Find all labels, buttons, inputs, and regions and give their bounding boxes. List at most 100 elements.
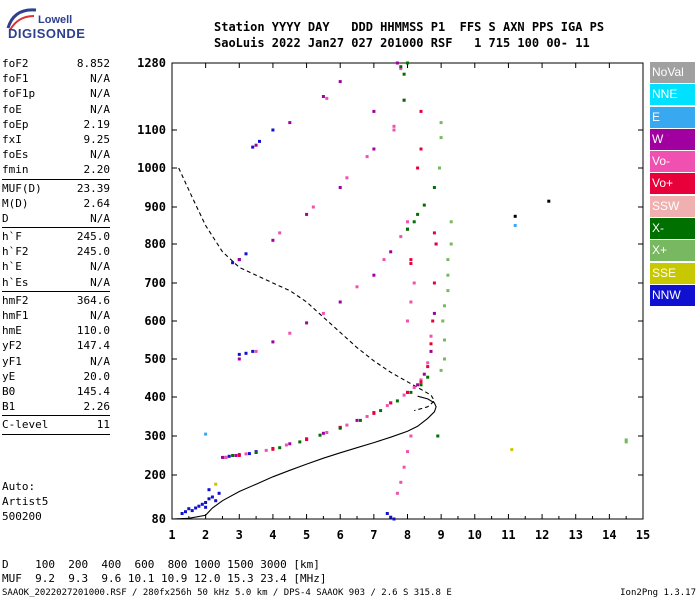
data-point (510, 448, 514, 452)
profile-curve (171, 395, 437, 520)
param-value: N/A (90, 87, 110, 101)
data-point (412, 220, 416, 224)
data-point (402, 393, 406, 397)
data-point (382, 258, 386, 262)
version-label: Ion2Png 1.3.17 (620, 588, 696, 598)
data-point (338, 426, 342, 430)
data-point (446, 289, 450, 293)
data-point (271, 447, 275, 451)
data-point (237, 352, 241, 356)
data-point (204, 501, 208, 504)
data-point (254, 143, 258, 147)
data-point (402, 72, 406, 76)
data-point (311, 205, 315, 209)
param-value: N/A (90, 72, 110, 86)
y-tick-label: 200 (144, 468, 166, 482)
data-point (432, 186, 436, 189)
data-point (288, 121, 292, 125)
data-point (399, 67, 403, 71)
header-values: SaoLuis 2022 Jan27 027 201000 RSF 1 715 … (214, 36, 590, 50)
param-value: 364.6 (76, 293, 110, 307)
x-tick-label: 9 (438, 528, 445, 542)
data-point (325, 96, 329, 100)
data-point (426, 365, 430, 369)
param-value: 2.20 (83, 163, 111, 177)
data-point (355, 285, 359, 289)
param-key: C-level (2, 418, 49, 432)
param-row: foEp 2.19 (2, 117, 110, 132)
data-point (221, 455, 224, 459)
logo-digisonde: DIGISONDE (8, 26, 86, 41)
data-point (406, 319, 409, 323)
data-point (372, 109, 376, 113)
header-fields: Station YYYY DAY DDD HHMMSS P1 FFS S AXN… (214, 20, 605, 34)
y-tick-label: 600 (144, 314, 166, 328)
param-row: foF1p N/A (2, 86, 110, 101)
file-info: SAAOK_2022027201000.RSF / 280fx256h 50 k… (2, 588, 452, 598)
param-key: foF2 (2, 57, 29, 70)
data-point (399, 235, 403, 239)
data-point (244, 452, 248, 456)
data-point (389, 515, 393, 519)
param-row: foE N/A (2, 102, 110, 117)
artist-label: Artist5 (2, 495, 49, 509)
x-tick-label: 5 (303, 528, 310, 542)
param-row: hmF1 N/A (2, 308, 110, 323)
data-point (321, 431, 325, 435)
data-point (419, 109, 423, 113)
data-point (419, 147, 423, 151)
data-point (429, 342, 433, 346)
data-point (365, 155, 369, 159)
x-tick-label: 14 (602, 528, 616, 542)
data-point (288, 442, 292, 446)
param-value: N/A (90, 148, 110, 162)
y-tick-label: 900 (144, 200, 166, 214)
data-point (372, 147, 376, 151)
param-row: yF2 147.4 (2, 338, 110, 353)
param-key: foEs (2, 148, 29, 162)
data-point (305, 321, 309, 325)
param-row: B1 2.26 (2, 399, 110, 414)
data-point (429, 334, 433, 338)
data-point (288, 331, 292, 335)
param-row: h`F 245.0 (2, 229, 110, 244)
param-row: h`F2 245.0 (2, 244, 110, 259)
data-point (321, 95, 325, 98)
data-point (449, 220, 453, 224)
param-row: hmF2 364.6 (2, 293, 110, 308)
data-point (399, 65, 403, 69)
data-point (254, 349, 258, 353)
param-value: 8.852 (76, 57, 110, 70)
legend-item: X- (650, 218, 695, 240)
data-point (184, 510, 187, 514)
data-point (438, 166, 441, 170)
data-point (432, 311, 436, 315)
param-key: yF1 (2, 354, 22, 368)
param-value: 245.0 (76, 245, 110, 259)
x-tick-label: 7 (370, 528, 377, 542)
param-row: yF1 N/A (2, 354, 110, 369)
data-point (439, 368, 443, 372)
data-point (416, 383, 420, 387)
param-key: hmF2 (2, 293, 29, 307)
data-point (271, 238, 275, 242)
data-point (251, 145, 255, 149)
param-value: 2.19 (83, 117, 111, 131)
data-point (624, 438, 628, 442)
data-point (439, 136, 443, 140)
data-point (234, 454, 238, 457)
data-point (258, 139, 261, 143)
legend-item: SSW (650, 195, 695, 217)
param-key: hmE (2, 324, 22, 338)
data-point (431, 319, 435, 323)
x-tick-label: 11 (501, 528, 515, 542)
param-separator (2, 415, 110, 417)
legend-item: E (650, 106, 695, 128)
data-point (422, 372, 426, 376)
data-point (419, 380, 423, 384)
data-point (412, 281, 416, 285)
param-value: N/A (90, 260, 110, 274)
param-row: C-level 11 (2, 417, 110, 432)
data-point (419, 383, 423, 387)
data-point (409, 262, 413, 265)
